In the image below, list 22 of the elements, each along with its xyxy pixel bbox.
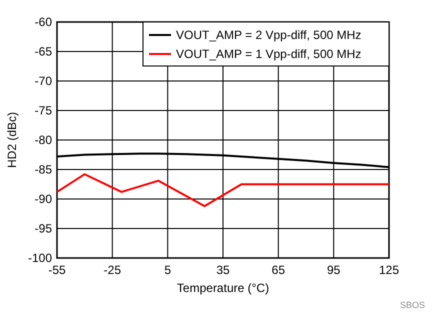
legend-label: VOUT_AMP = 1 Vpp-diff, 500 MHz	[176, 47, 362, 61]
legend-label: VOUT_AMP = 2 Vpp-diff, 500 MHz	[176, 28, 362, 42]
y-tick-label: -60	[34, 15, 52, 29]
text: SBOS	[400, 300, 425, 310]
y-tick-label: -75	[34, 104, 52, 118]
x-tick-label: 5	[164, 263, 172, 277]
x-tick-label: 65	[272, 263, 286, 277]
y-tick-label: -95	[34, 222, 52, 236]
x-tick-label: 125	[378, 263, 400, 277]
x-axis-title: Temperature (°C)	[176, 281, 270, 295]
y-tick-label: -100	[28, 251, 52, 265]
x-tick-label: -55	[48, 263, 66, 277]
y-tick-label: -90	[34, 192, 52, 206]
y-tick-label: -85	[34, 162, 52, 176]
y-tick-label: -70	[34, 74, 52, 88]
line-series	[56, 173, 390, 208]
y-tick-label: -80	[34, 133, 52, 147]
x-tick-label: 35	[216, 263, 230, 277]
y-tick-label: -65	[34, 44, 52, 58]
x-tick-label: 95	[326, 263, 341, 277]
x-tick-label: -25	[104, 263, 122, 277]
y-axis-title: HD2 (dBc)	[5, 112, 19, 168]
